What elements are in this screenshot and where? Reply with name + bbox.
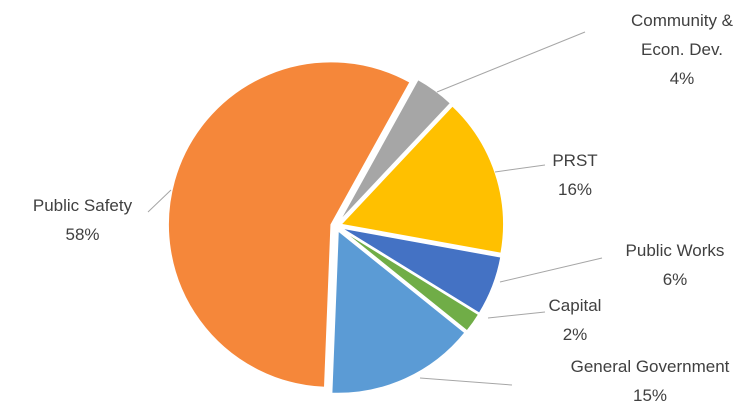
value-label: 16% <box>557 180 593 199</box>
category-label: Capital <box>548 296 602 315</box>
value-label: 2% <box>562 325 588 344</box>
slice-label: General Government 15% <box>545 352 753 406</box>
category-label: PRST <box>552 151 598 170</box>
leader-line <box>499 257 603 283</box>
category-label: Public Safety <box>32 196 133 215</box>
leader-line <box>419 377 513 386</box>
pie-slice <box>338 78 452 223</box>
pie-slice <box>339 104 505 255</box>
leader-line <box>487 311 546 319</box>
leader-line <box>436 31 586 93</box>
value-label: 6% <box>662 270 688 289</box>
category-label: Public Works <box>625 241 725 260</box>
leader-line <box>147 189 172 213</box>
pie-slice <box>167 60 412 389</box>
pie-slice <box>340 227 502 315</box>
pie-slice <box>339 228 480 333</box>
category-label: Community & Econ. Dev. <box>630 11 734 59</box>
pie-slice <box>330 229 467 395</box>
value-label: 4% <box>669 69 695 88</box>
value-label: 15% <box>632 386 668 405</box>
slice-label: Community & Econ. Dev. 4% <box>612 6 752 93</box>
slice-label: Capital 2% <box>530 291 620 349</box>
slice-label: Public Works 6% <box>600 236 750 294</box>
value-label: 58% <box>65 225 100 244</box>
leader-line <box>494 164 546 173</box>
slice-label: PRST 16% <box>530 146 620 204</box>
category-label: General Government <box>570 357 730 376</box>
slice-label: Public Safety 58% <box>10 191 155 249</box>
